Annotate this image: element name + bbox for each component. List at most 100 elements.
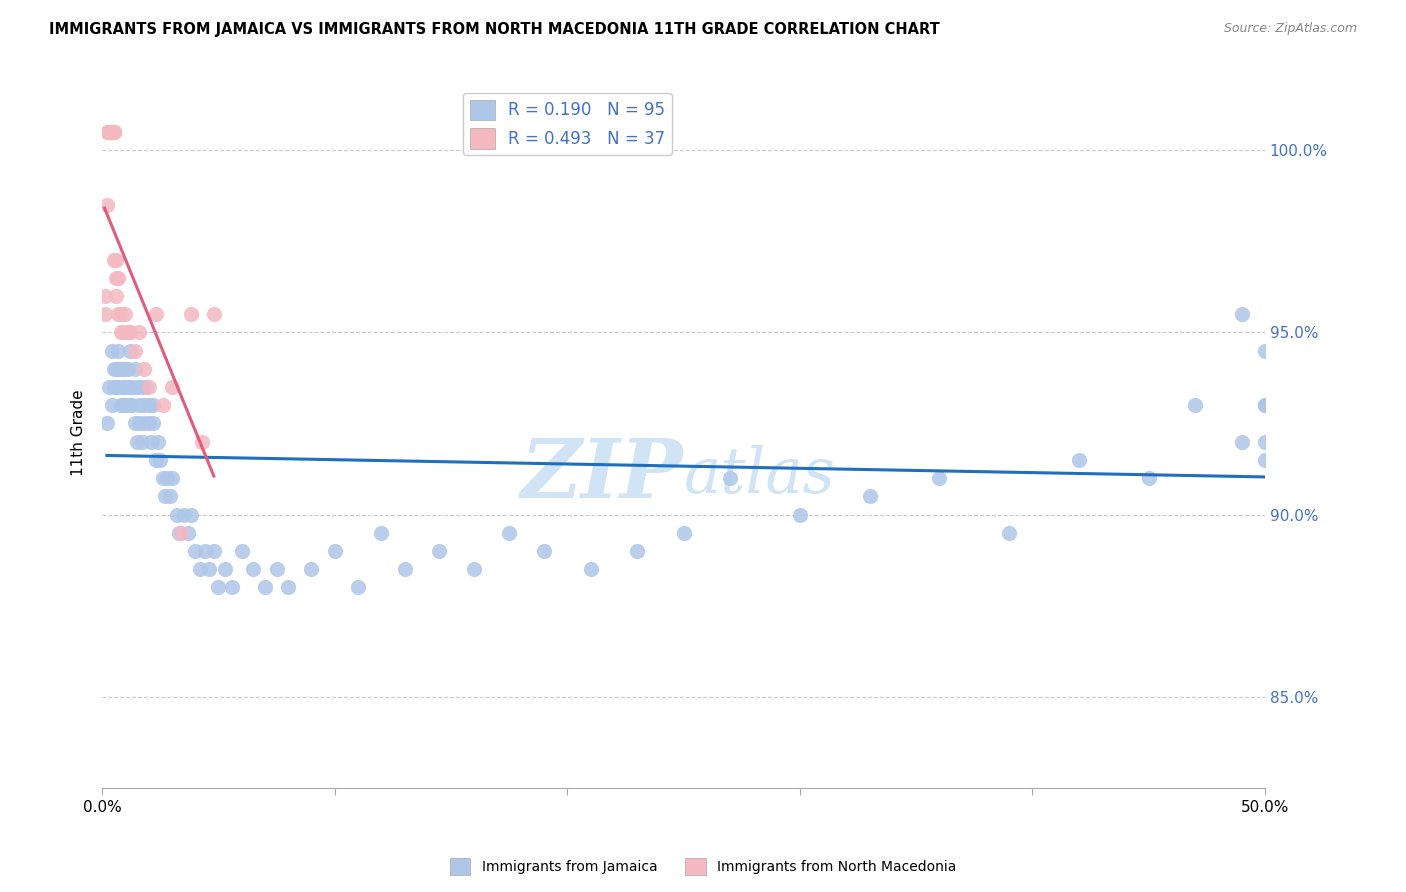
Point [100, 125, 122, 139]
Point [152, 471, 174, 485]
Point [112, 326, 135, 340]
Point [998, 525, 1021, 540]
Point [579, 562, 602, 576]
Point [166, 508, 188, 522]
Point [107, 343, 129, 358]
Point [202, 544, 225, 558]
Point [117, 362, 139, 376]
Point [159, 489, 181, 503]
Point [347, 581, 370, 595]
Point [202, 307, 225, 321]
Text: atlas: atlas [683, 444, 835, 506]
Point [103, 125, 125, 139]
Point [117, 326, 139, 340]
Point [193, 544, 215, 558]
Y-axis label: 11th Grade: 11th Grade [72, 389, 86, 476]
Point [127, 380, 149, 394]
Point [124, 362, 146, 376]
Point [114, 398, 136, 412]
Point [167, 525, 190, 540]
Point [135, 380, 157, 394]
Point [128, 326, 150, 340]
Point [124, 417, 146, 431]
Point [214, 562, 236, 576]
Point [1254, 398, 1277, 412]
Point [1254, 343, 1277, 358]
Point [103, 125, 125, 139]
Point [100, 125, 122, 139]
Point [103, 362, 125, 376]
Point [100, 125, 122, 139]
Legend: Immigrants from Jamaica, Immigrants from North Macedonia: Immigrants from Jamaica, Immigrants from… [444, 853, 962, 880]
Point [253, 581, 276, 595]
Point [100, 398, 122, 412]
Point [1230, 307, 1253, 321]
Point [1254, 453, 1277, 467]
Point [128, 398, 150, 412]
Point [156, 471, 179, 485]
Point [188, 562, 211, 576]
Point [96, 198, 118, 212]
Point [789, 508, 811, 522]
Point [120, 343, 142, 358]
Point [138, 398, 160, 412]
Text: IMMIGRANTS FROM JAMAICA VS IMMIGRANTS FROM NORTH MACEDONIA 11TH GRADE CORRELATIO: IMMIGRANTS FROM JAMAICA VS IMMIGRANTS FR… [49, 22, 941, 37]
Legend: R = 0.190   N = 95, R = 0.493   N = 37: R = 0.190 N = 95, R = 0.493 N = 37 [463, 93, 672, 155]
Point [142, 417, 165, 431]
Text: ZIP: ZIP [520, 435, 683, 516]
Point [718, 471, 741, 485]
Point [142, 398, 165, 412]
Point [1230, 434, 1253, 449]
Point [1137, 471, 1160, 485]
Point [207, 581, 229, 595]
Point [394, 562, 416, 576]
Point [112, 398, 135, 412]
Point [110, 307, 132, 321]
Point [93, 307, 115, 321]
Point [117, 380, 139, 394]
Point [242, 562, 264, 576]
Point [112, 362, 135, 376]
Point [463, 562, 485, 576]
Point [103, 125, 125, 139]
Point [180, 508, 202, 522]
Point [672, 525, 695, 540]
Point [93, 289, 115, 303]
Point [107, 380, 129, 394]
Point [120, 326, 142, 340]
Point [184, 544, 207, 558]
Point [107, 307, 129, 321]
Point [120, 398, 142, 412]
Point [370, 525, 392, 540]
Point [145, 453, 167, 467]
Point [180, 307, 202, 321]
Point [301, 562, 323, 576]
Point [160, 380, 183, 394]
Point [626, 544, 648, 558]
Point [110, 326, 132, 340]
Point [132, 362, 155, 376]
Point [105, 362, 128, 376]
Point [1254, 434, 1277, 449]
Point [858, 489, 880, 503]
Point [103, 252, 125, 267]
Text: Source: ZipAtlas.com: Source: ZipAtlas.com [1223, 22, 1357, 36]
Point [131, 434, 153, 449]
Point [149, 453, 172, 467]
Point [105, 270, 128, 285]
Point [277, 581, 299, 595]
Point [110, 398, 132, 412]
Point [107, 270, 129, 285]
Point [107, 362, 129, 376]
Point [266, 562, 288, 576]
Point [138, 417, 160, 431]
Point [105, 252, 128, 267]
Point [177, 525, 200, 540]
Point [146, 434, 169, 449]
Point [120, 380, 142, 394]
Point [127, 434, 149, 449]
Point [198, 562, 221, 576]
Point [114, 307, 136, 321]
Point [96, 125, 118, 139]
Point [429, 544, 451, 558]
